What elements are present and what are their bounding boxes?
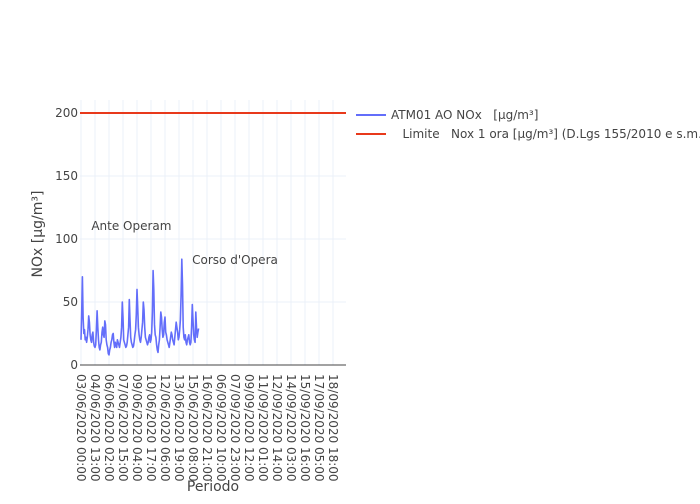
x-tick-label: 06/09/2020 10:00 <box>214 374 228 482</box>
y-tick-label: 200 <box>55 106 78 120</box>
x-tick-label: 16/06/2020 21:00 <box>200 374 214 482</box>
annotation: Corso d'Opera <box>192 253 278 267</box>
x-tick-label: 07/06/2020 15:00 <box>116 374 130 482</box>
y-tick-label: 100 <box>55 232 78 246</box>
series-layer <box>80 258 200 356</box>
grid-layer <box>80 100 346 366</box>
x-tick-label: 18/09/2020 18:00 <box>326 374 340 482</box>
x-tick-label: 14/09/2020 03:00 <box>284 374 298 482</box>
x-tick-label: 15/06/2020 08:00 <box>186 374 200 482</box>
x-tick-label: 13/06/2020 19:00 <box>172 374 186 482</box>
x-tick-label: 17/09/2020 05:00 <box>312 374 326 482</box>
annotation-layer: Ante Operam Corso d'Opera <box>91 219 278 267</box>
x-tick-label: 15/09/2020 16:00 <box>298 374 312 482</box>
x-tick-label: 03/06/2020 00:00 <box>74 374 88 482</box>
annotation: Ante Operam <box>91 219 171 233</box>
x-tick-label: 09/09/2020 12:00 <box>242 374 256 482</box>
x-tick-label: 12/09/2020 14:00 <box>270 374 284 482</box>
y-tick-label: 0 <box>70 358 78 372</box>
x-tick-label: 04/06/2020 13:00 <box>88 374 102 482</box>
x-axis-title: Periodo <box>187 479 239 495</box>
legend-label-series: ATM01 AO NOx [µg/m³] <box>391 108 538 122</box>
y-tick-label: 50 <box>63 295 78 309</box>
x-tick-label: 06/06/2020 02:00 <box>102 374 116 482</box>
x-tick-label: 11/09/2020 01:00 <box>256 374 270 482</box>
y-tick-label: 150 <box>55 169 78 183</box>
x-tick-label: 10/06/2020 17:00 <box>144 374 158 482</box>
legend-item-limit[interactable]: Limite Nox 1 ora [µg/m³] (D.Lgs 155/2010… <box>356 127 700 141</box>
x-tick-label: 12/06/2020 06:00 <box>158 374 172 482</box>
x-tick-label: 09/06/2020 04:00 <box>130 374 144 482</box>
x-tick-label: 07/09/2020 23:00 <box>228 374 242 482</box>
tick-layer: 03/06/2020 00:00 04/06/2020 13:00 06/06/20… <box>55 106 340 482</box>
legend-item-series[interactable]: ATM01 AO NOx [µg/m³] <box>356 108 538 122</box>
series-line-nox <box>80 258 200 356</box>
legend-label-limit: Limite Nox 1 ora [µg/m³] (D.Lgs 155/2010… <box>391 127 700 141</box>
legend[interactable]: ATM01 AO NOx [µg/m³] Limite Nox 1 ora [µ… <box>356 108 700 141</box>
y-axis-title: NOx [µg/m³] <box>30 191 46 278</box>
